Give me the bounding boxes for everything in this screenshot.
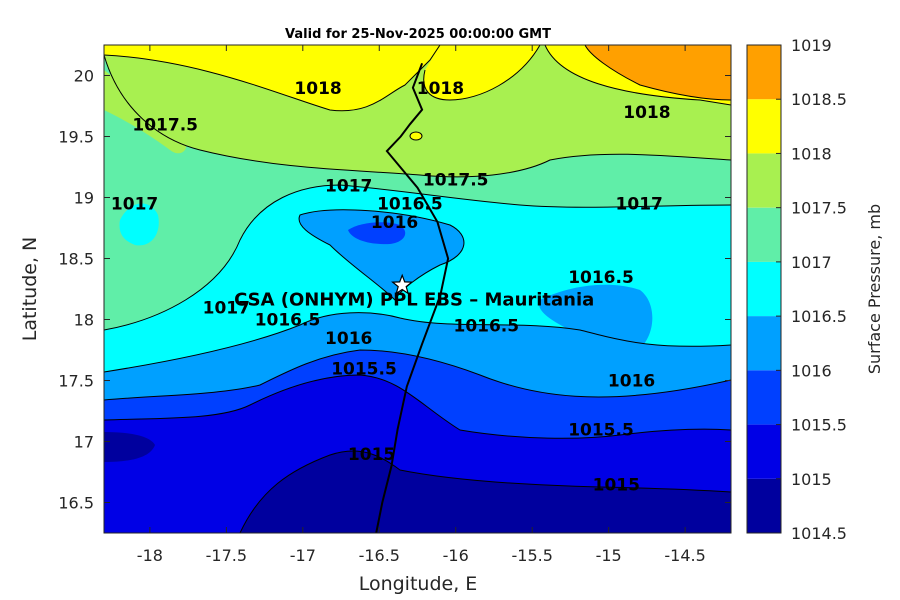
contour-label: 1018 — [417, 79, 464, 99]
star-icon — [391, 273, 414, 295]
band-1016.5-pocket — [119, 203, 159, 246]
band-1014.5-1015-west — [104, 432, 155, 462]
colorbar-label: Surface Pressure, mb — [865, 204, 884, 374]
x-axis-label: Longitude, E — [359, 573, 478, 595]
colorbar-swatch — [747, 207, 781, 262]
y-tick-label: 19.5 — [58, 128, 94, 147]
isobar-1018.5 — [584, 45, 731, 101]
colorbar-swatch — [747, 478, 781, 533]
band-1017.5-pocket — [104, 70, 187, 154]
y-tick-label: 16.5 — [58, 494, 94, 513]
band-1018-1018.5-center — [423, 45, 540, 100]
contour-label: 1015.5 — [568, 420, 634, 440]
contour-label: 1015 — [348, 445, 395, 465]
contour-label: 1017.5 — [423, 170, 489, 190]
isobar-1018-west — [104, 45, 441, 112]
isobar-1016.5-north — [298, 209, 465, 301]
contour-label: 1017 — [616, 195, 663, 215]
contour-label: 1017 — [111, 195, 158, 215]
colorbar-tick-label: 1016 — [791, 361, 832, 380]
contour-label: 1017.5 — [132, 115, 198, 135]
contour-label: 1016.5 — [377, 195, 443, 215]
colorbar-swatch — [747, 424, 781, 479]
colorbar-tick-label: 1017 — [791, 253, 832, 272]
plot-frame — [103, 44, 732, 534]
contour-label: 1015 — [593, 475, 640, 495]
colorbar-tick-label: 1016.5 — [791, 307, 847, 326]
colorbar-tick-label: 1015 — [791, 470, 832, 489]
contour-label: 1017 — [325, 176, 372, 196]
y-tick-label: 18 — [74, 311, 94, 330]
contour-lines — [104, 45, 731, 533]
isobar-1017 — [104, 184, 731, 331]
colorbar-swatch — [747, 261, 781, 317]
isobar-1016 — [104, 349, 731, 401]
isobar-1018-east — [544, 45, 731, 106]
x-axis-ticks: -18 -17.5 -17 -16.5 -16 -15.5 -15 -14.5 — [137, 45, 706, 565]
colorbar-frame — [746, 44, 782, 534]
band-1016-1016.5-north — [299, 209, 464, 300]
band-1018-1018.5-east — [104, 45, 731, 105]
x-tick-label: -17 — [290, 546, 316, 565]
site-marker: CSA (ONHYM) PPL EBS – Mauritania — [234, 273, 594, 310]
contour-label: 1016 — [371, 213, 418, 233]
x-tick-label: -16.5 — [359, 546, 400, 565]
colorbar: 1014.5 1015 1015.5 1016 1016.5 1017 1017.5 1018… — [746, 36, 847, 543]
contour-label: 1016 — [325, 329, 372, 349]
contour-label: 1017 — [203, 298, 250, 318]
contour-label: 1018 — [623, 103, 670, 123]
x-tick-label: -15.5 — [511, 546, 552, 565]
colorbar-swatch — [747, 99, 781, 154]
y-axis-label: Latitude, N — [19, 237, 41, 342]
x-tick-label: -17.5 — [206, 546, 247, 565]
map-title: Valid for 25-Nov-2025 00:00:00 GMT — [285, 27, 551, 42]
x-tick-label: -18 — [137, 546, 163, 565]
x-tick-label: -16 — [443, 546, 469, 565]
coastline — [375, 62, 450, 533]
y-tick-label: 17 — [74, 433, 94, 452]
colorbar-tick-label: 1018 — [791, 144, 832, 163]
colorbar-tick-label: 1017.5 — [791, 199, 847, 218]
isobar-1017.5 — [104, 54, 731, 178]
x-tick-label: -15 — [596, 546, 622, 565]
contour-label: 1015.5 — [331, 359, 397, 379]
band-1016-1016.5-east — [539, 284, 653, 356]
isobar-1015.5 — [104, 374, 731, 439]
y-axis-ticks: 16.5 17 17.5 18 18.5 19 19.5 20 — [58, 67, 731, 513]
colorbar-swatch — [747, 370, 781, 425]
contour-label: 1016.5 — [568, 268, 634, 288]
contour-label: 1016 — [608, 372, 655, 392]
contour-label: 1016.5 — [453, 317, 519, 337]
colorbar-tick-label: 1015.5 — [791, 416, 847, 435]
band-1018.5-1019 — [585, 45, 731, 100]
colorbar-swatch — [747, 45, 781, 100]
colorbar-swatch — [747, 316, 781, 371]
island — [409, 131, 423, 141]
isobar-1016.5 — [104, 312, 731, 373]
site-label: CSA (ONHYM) PPL EBS – Mauritania — [234, 289, 594, 310]
band-1014.5-1015 — [240, 450, 731, 533]
y-tick-label: 18.5 — [58, 250, 94, 269]
isobar-1018-center — [423, 45, 541, 101]
y-tick-label: 19 — [74, 189, 94, 208]
colorbar-tick-label: 1018.5 — [791, 90, 847, 109]
colorbar-swatch — [747, 153, 781, 208]
colorbar-tick-label: 1019 — [791, 36, 832, 55]
y-tick-label: 17.5 — [58, 372, 94, 391]
band-1018-1018.5-west — [104, 45, 440, 111]
isobar-1015 — [239, 450, 731, 533]
colorbar-tick-label: 1014.5 — [791, 524, 847, 543]
contour-label: 1016.5 — [255, 311, 321, 331]
x-tick-label: -14.5 — [664, 546, 705, 565]
contour-label: 1018 — [294, 79, 341, 99]
y-tick-label: 20 — [74, 67, 94, 86]
band-1015.5-1016-north — [348, 222, 406, 245]
